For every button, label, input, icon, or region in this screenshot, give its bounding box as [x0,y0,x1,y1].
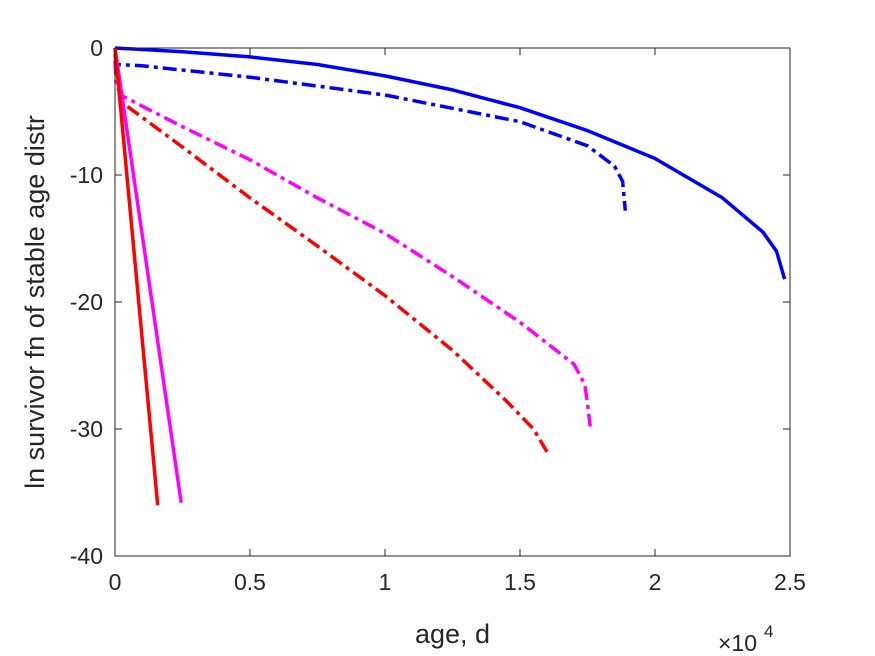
x-tick-label: 0 [109,569,122,595]
y-tick-label: 0 [90,35,103,61]
series-line-1 [114,46,787,280]
x-axis-label: age, d [415,619,490,649]
y-tick-label: -30 [70,416,103,442]
y-tick-label: -10 [70,162,103,188]
x-tick-label: 2.5 [774,569,806,595]
x-tick-label: 0.5 [234,569,266,595]
y-tick-label: -40 [70,543,103,569]
axes-layer: 0 0.5 1 1.5 2 2.5 0 -10 -20 -30 -40 [70,35,806,595]
series-line-2 [113,54,628,211]
y-axis-label: ln survivor fn of stable age distr [20,115,50,489]
series-line-4 [113,54,549,453]
x-axis-multiplier: ×10 [718,630,757,656]
series-line-5 [113,47,183,503]
x-tick-label: 1.5 [504,569,536,595]
y-tick-label: -20 [70,289,103,315]
x-axis-multiplier-exponent: 4 [764,622,773,641]
series-layer [113,46,787,506]
x-tick-label: 1 [379,569,392,595]
series-line-6 [113,47,160,506]
x-tick-label: 2 [649,569,662,595]
